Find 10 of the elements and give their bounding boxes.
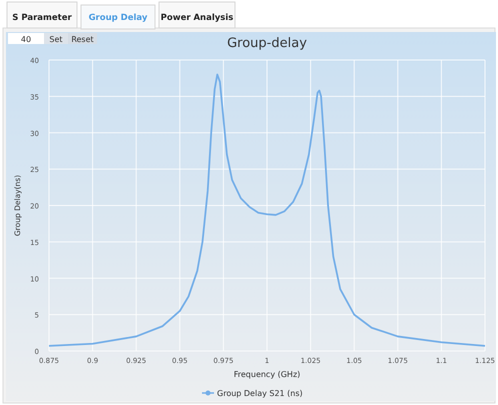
text: Group Delay xyxy=(88,13,148,23)
legend-label: Group Delay S21 (ns) xyxy=(217,389,303,398)
text: Reset xyxy=(71,35,94,44)
text: Set xyxy=(49,35,63,44)
text: 40 xyxy=(20,35,32,44)
text: Power Analysis xyxy=(160,13,234,23)
line-series xyxy=(48,74,486,347)
x-axis-title: Frequency (GHz) xyxy=(234,370,300,379)
chart-title: Group-delay xyxy=(227,36,308,51)
text: S Parameter xyxy=(12,13,72,23)
